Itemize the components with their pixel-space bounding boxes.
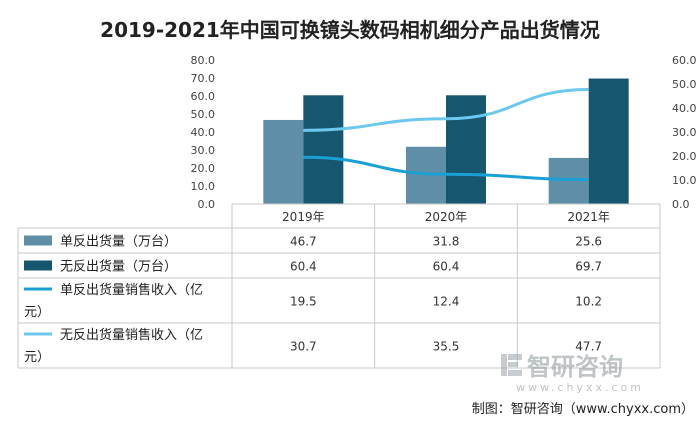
data-value: 60.4 <box>433 260 460 274</box>
data-value: 30.7 <box>290 340 317 354</box>
legend-label-line1: 无反出货量销售收入（亿 <box>60 327 203 343</box>
data-value: 60.4 <box>290 260 317 274</box>
left-axis-tick-label: 20.0 <box>191 162 216 175</box>
category-label: 2020年 <box>425 210 468 224</box>
data-value: 25.6 <box>575 235 602 249</box>
legend-key-bar <box>24 260 52 271</box>
data-value: 46.7 <box>290 235 317 249</box>
series-line-dslr-revenue <box>303 155 589 182</box>
data-value: 47.7 <box>575 340 602 354</box>
legend-label-line2: 元） <box>24 305 50 320</box>
legend-label-line2: 元） <box>24 350 50 365</box>
left-axis-tick-label: 60.0 <box>191 90 216 103</box>
left-axis-tick-label: 50.0 <box>191 108 216 121</box>
bar-dslr-0 <box>263 119 304 204</box>
legend-label: 无反出货量（万台） <box>60 259 177 275</box>
watermark-url: www.chyxx.com <box>516 381 644 394</box>
left-axis-tick-label: 30.0 <box>191 144 216 157</box>
legend-label-line1: 单反出货量销售收入（亿 <box>60 282 203 298</box>
category-label: 2021年 <box>567 210 610 224</box>
plot-area: 0.0 10.0 20.0 30.0 40.0 50.0 60.0 70.0 80.0 0.0 10… <box>191 54 697 211</box>
data-value: 12.4 <box>433 295 460 309</box>
series-line-mirrorless-revenue <box>303 88 589 132</box>
chart-title: 2019-2021年中国可换镜头数码相机细分产品出货情况 <box>100 18 600 42</box>
bar-mirrorless-0 <box>303 95 344 204</box>
legend-label: 单反出货量（万台） <box>60 234 177 250</box>
data-value: 35.5 <box>433 340 460 354</box>
right-axis-tick-label: 40.0 <box>672 102 697 115</box>
source-credit: 制图：智研咨询（www.chyxx.com） <box>472 402 694 417</box>
legend-key-bar <box>24 235 52 246</box>
bar-mirrorless-1 <box>446 95 486 204</box>
right-axis-tick-label: 30.0 <box>672 126 697 139</box>
watermark-logo-icon <box>501 354 522 376</box>
data-value: 19.5 <box>290 295 317 309</box>
right-axis-tick-label: 10.0 <box>672 174 697 187</box>
watermark: 智研咨询 www.chyxx.com <box>501 353 644 394</box>
category-label: 2019年 <box>282 210 325 224</box>
right-axis-tick-label: 50.0 <box>672 78 697 91</box>
left-axis-tick-label: 40.0 <box>191 126 216 139</box>
left-axis-tick-label: 70.0 <box>191 72 216 85</box>
left-axis-tick-label: 10.0 <box>191 180 216 193</box>
data-value: 10.2 <box>575 295 602 309</box>
data-value: 69.7 <box>575 260 602 274</box>
right-axis-tick-label: 0.0 <box>672 198 690 211</box>
watermark-brand: 智研咨询 <box>527 353 623 381</box>
left-axis-tick-label: 0.0 <box>198 198 216 211</box>
right-axis-tick-label: 60.0 <box>672 54 697 67</box>
left-axis-tick-label: 80.0 <box>191 54 216 67</box>
bar-mirrorless-2 <box>588 78 629 204</box>
data-value: 31.8 <box>433 235 460 249</box>
right-axis-tick-label: 20.0 <box>672 150 697 163</box>
